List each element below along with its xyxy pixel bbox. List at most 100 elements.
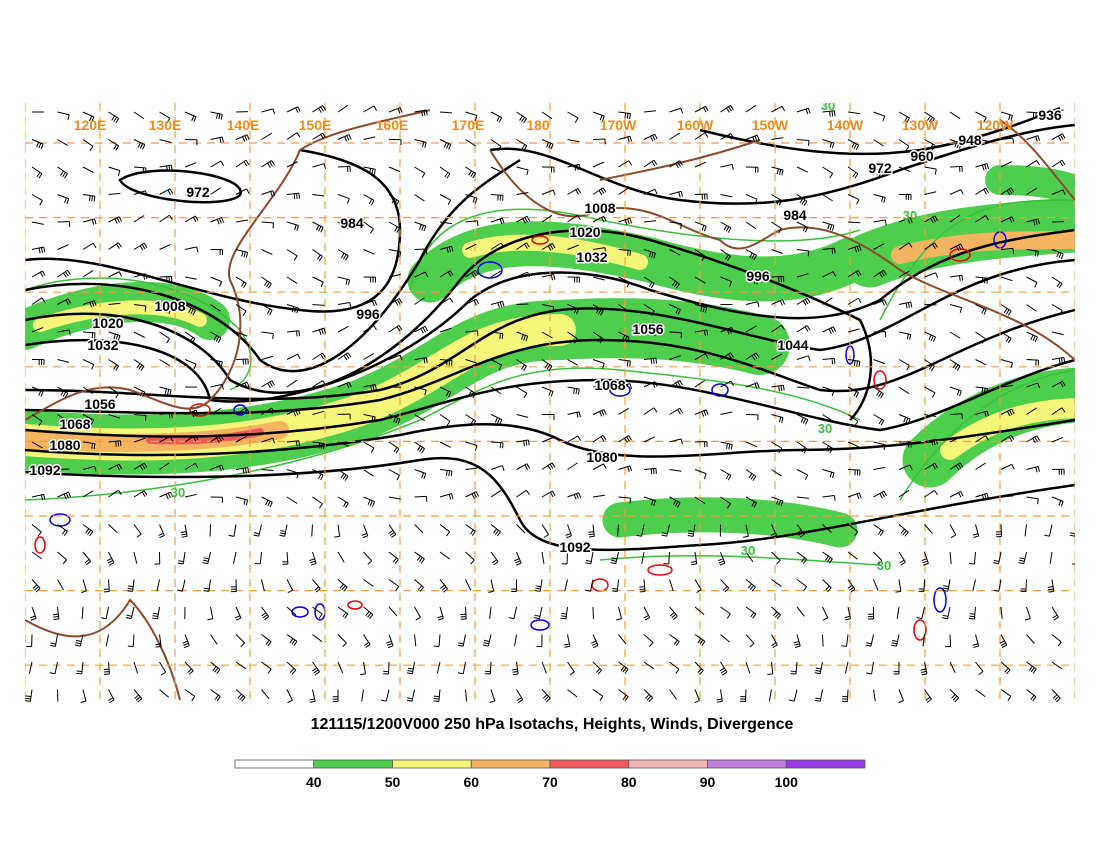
barb-staff [847,690,848,702]
longitude-label: 160W [677,117,714,133]
longitude-label: 130W [902,117,939,133]
barb-feather [834,496,835,501]
barb-staff [1078,409,1088,415]
barb-staff [1078,497,1088,503]
barb-staff [338,166,350,167]
colorbar-swatch [314,760,393,768]
barb-staff [772,276,784,277]
barb-feather [449,471,450,476]
barb-staff [490,662,491,674]
wind-barb [1078,470,1090,473]
barb-staff [1001,525,1002,537]
barb-staff [236,359,248,360]
barb-feather [612,589,617,590]
barb-feather [434,696,439,697]
isotach-label: 30 [818,421,832,436]
barb-feather [1081,501,1084,506]
barb-feather [589,536,594,537]
height-label: 996 [356,306,380,322]
barb-staff [1078,440,1090,442]
barb-staff [1075,525,1078,537]
barb-staff [1078,690,1084,700]
barb-staff [1078,305,1089,309]
barb-feather [297,441,298,446]
height-label: 984 [340,215,364,231]
barb-feather [612,591,617,592]
barb-feather [1086,410,1089,415]
wind-barb [1078,690,1084,700]
wind-barb [1078,497,1088,508]
barb-staff [593,139,605,140]
height-label: 972 [186,184,210,200]
wind-barb [1078,380,1091,387]
barb-feather [561,618,566,619]
height-label: 1080 [586,449,617,465]
colorbar-swatch [708,760,787,768]
longitude-label: 140W [827,117,864,133]
colorbar-tick-label: 80 [621,774,637,790]
barb-feather [656,358,657,363]
barb-staff [745,690,746,702]
barb-feather [434,699,439,700]
barb-feather [1080,281,1083,285]
wind-barb [1078,580,1083,591]
barb-feather [145,306,146,311]
wind-barb [1078,108,1091,113]
barb-feather [446,470,447,475]
barb-staff [1078,222,1090,224]
wind-barb [823,635,824,647]
wind-barb [1078,355,1089,360]
barb-staff [1078,662,1087,670]
colorbar-tick-label: 40 [306,774,322,790]
longitude-label: 150W [752,117,789,133]
barb-feather [433,701,438,702]
height-label: 1092 [559,539,590,555]
barb-feather [1089,192,1090,197]
barb-staff [1026,580,1027,592]
barb-feather [1083,502,1086,507]
longitude-label: 140E [227,117,260,133]
barb-feather [1082,282,1085,286]
colorbar-swatch [629,760,708,768]
barb-feather [127,591,132,592]
barb-staff [669,552,670,564]
barb-feather [1085,382,1088,386]
barb-feather [1089,108,1091,113]
barb-feather [54,619,59,620]
barb-feather [651,359,652,364]
wind-barb [1078,133,1088,140]
height-label: 972 [868,160,892,176]
longitude-label: 130E [149,117,182,133]
colorbar-swatch [471,760,550,768]
height-label: 1044 [777,337,808,353]
barb-feather [120,441,121,446]
longitude-label: 170W [600,117,637,133]
height-label: 960 [910,148,934,164]
colorbar-tick-label: 60 [463,774,479,790]
barb-feather [1086,162,1089,167]
barb-feather [255,563,260,564]
wind-barb [1078,277,1088,288]
wind-barb [1078,222,1090,230]
barb-feather [1087,193,1088,198]
barb-feather [128,586,133,587]
barb-feather [1088,224,1089,229]
barb-feather [299,441,300,446]
barb-feather [1084,163,1087,168]
height-label: 1068 [59,416,90,432]
wind-barb [1078,161,1091,168]
wind-barb [1078,635,1088,646]
barb-feather [77,671,82,672]
barb-feather [1087,309,1089,314]
barb-feather [297,193,298,198]
barb-feather [589,534,594,535]
barb-feather [156,646,161,647]
longitude-label: 170E [452,117,485,133]
barb-staff [1078,108,1089,112]
wind-barb [1078,662,1087,674]
barb-staff [1078,355,1089,360]
height-label: 1008 [584,200,615,216]
barb-staff [1078,470,1090,473]
height-label: 996 [746,268,770,284]
